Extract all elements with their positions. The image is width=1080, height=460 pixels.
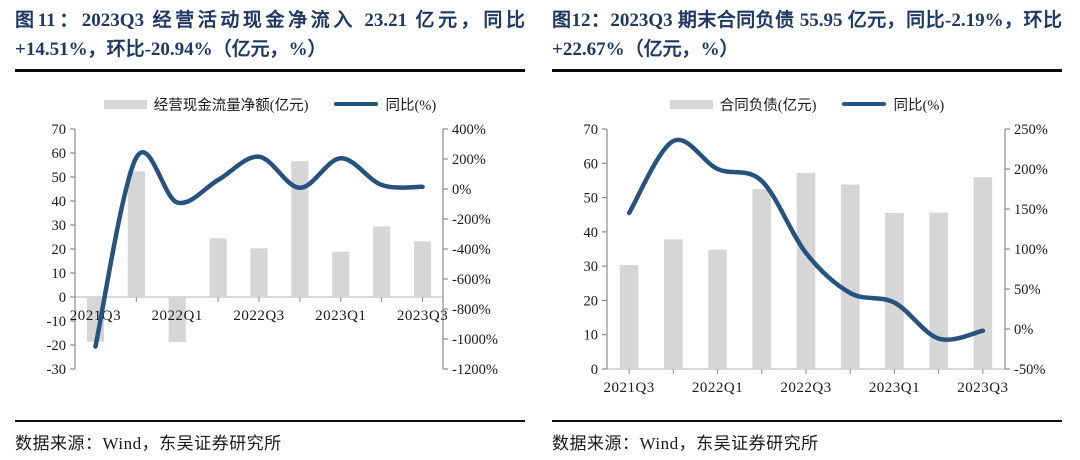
svg-text:2021Q3: 2021Q3	[70, 308, 121, 324]
bar-series-label: 合同负债(亿元)	[719, 97, 817, 114]
svg-text:20: 20	[52, 242, 67, 258]
figure-12-legend: 合同负债(亿元) 同比(%)	[552, 95, 1062, 114]
title-divider	[15, 69, 525, 72]
svg-text:2022Q1: 2022Q1	[152, 308, 203, 324]
figure-12-source: 数据来源：Wind，东吴证券研究所	[552, 434, 819, 453]
svg-text:20: 20	[584, 293, 599, 309]
svg-text:-800%: -800%	[452, 302, 491, 318]
svg-text:2022Q1: 2022Q1	[692, 380, 743, 396]
svg-text:400%: 400%	[452, 122, 486, 138]
figure-11-legend: 经营现金流量净额(亿元) 同比(%)	[15, 95, 525, 114]
svg-text:150%: 150%	[1014, 202, 1048, 218]
svg-text:0: 0	[591, 362, 598, 378]
svg-text:30: 30	[52, 218, 67, 234]
svg-text:2023Q1: 2023Q1	[869, 380, 920, 396]
svg-text:40: 40	[52, 194, 67, 210]
svg-text:70: 70	[584, 122, 599, 138]
svg-text:100%: 100%	[1014, 242, 1048, 258]
svg-text:50%: 50%	[1014, 282, 1041, 298]
line-series-label: 同比(%)	[385, 97, 437, 114]
svg-text:-400%: -400%	[452, 242, 491, 258]
svg-text:0%: 0%	[1014, 322, 1033, 338]
svg-text:-30: -30	[47, 362, 66, 378]
svg-text:2022Q3: 2022Q3	[780, 380, 831, 396]
figure-11-source: 数据来源：Wind，东吴证券研究所	[15, 434, 282, 453]
svg-text:2023Q3: 2023Q3	[957, 380, 1008, 396]
svg-text:-10: -10	[47, 314, 66, 330]
svg-text:30: 30	[584, 259, 599, 275]
title-divider	[552, 69, 1062, 72]
svg-text:2023Q3: 2023Q3	[397, 308, 448, 324]
svg-text:60: 60	[52, 146, 67, 162]
svg-text:-1000%: -1000%	[452, 332, 498, 348]
source-divider	[15, 420, 525, 422]
svg-text:10: 10	[584, 328, 599, 344]
source-divider	[552, 420, 1062, 422]
line-series-swatch	[842, 101, 887, 107]
svg-text:60: 60	[584, 156, 599, 172]
svg-text:2022Q3: 2022Q3	[233, 308, 284, 324]
svg-text:-20: -20	[47, 338, 66, 354]
figure-11-panel: 图11：2023Q3 经营活动现金净流入 23.21 亿元，同比+14.51%，…	[15, 6, 525, 460]
figure-12-chart: 0 10 20 30 40 50 60 70 -50% 0% 50% 100% 150% 200% 250%…	[584, 122, 1048, 396]
svg-text:-200%: -200%	[452, 212, 491, 228]
svg-text:70: 70	[52, 122, 67, 138]
line-series-swatch	[334, 101, 379, 107]
svg-text:50: 50	[52, 170, 67, 186]
svg-text:2021Q3: 2021Q3	[603, 380, 654, 396]
svg-text:250%: 250%	[1014, 122, 1048, 138]
bar-series-swatch	[103, 99, 147, 109]
svg-text:-1200%: -1200%	[452, 362, 498, 378]
svg-text:200%: 200%	[452, 152, 486, 168]
svg-text:-50%: -50%	[1014, 362, 1045, 378]
svg-text:0: 0	[59, 290, 66, 306]
figure-12-panel: 图12：2023Q3 期末合同负债 55.95 亿元，同比-2.19%，环比+2…	[552, 6, 1062, 460]
figure-12-title: 图12：2023Q3 期末合同负债 55.95 亿元，同比-2.19%，环比+2…	[552, 10, 1062, 60]
figure-11-title: 图11：2023Q3 经营活动现金净流入 23.21 亿元，同比+14.51%，…	[15, 10, 525, 60]
figure-11-chart: -30 -20 -10 0 10 20 30 40 50 60 70 -1200% -1000% -800…	[47, 122, 498, 378]
svg-text:-600%: -600%	[452, 272, 491, 288]
svg-text:40: 40	[584, 225, 599, 241]
svg-text:50: 50	[584, 191, 599, 207]
svg-text:2023Q1: 2023Q1	[315, 308, 366, 324]
bar-series-label: 经营现金流量净额(亿元)	[153, 97, 309, 114]
svg-text:10: 10	[52, 266, 67, 282]
line-series-label: 同比(%)	[893, 97, 945, 114]
bar-series-swatch	[669, 99, 713, 109]
svg-text:200%: 200%	[1014, 162, 1048, 178]
svg-text:0%: 0%	[452, 182, 471, 198]
